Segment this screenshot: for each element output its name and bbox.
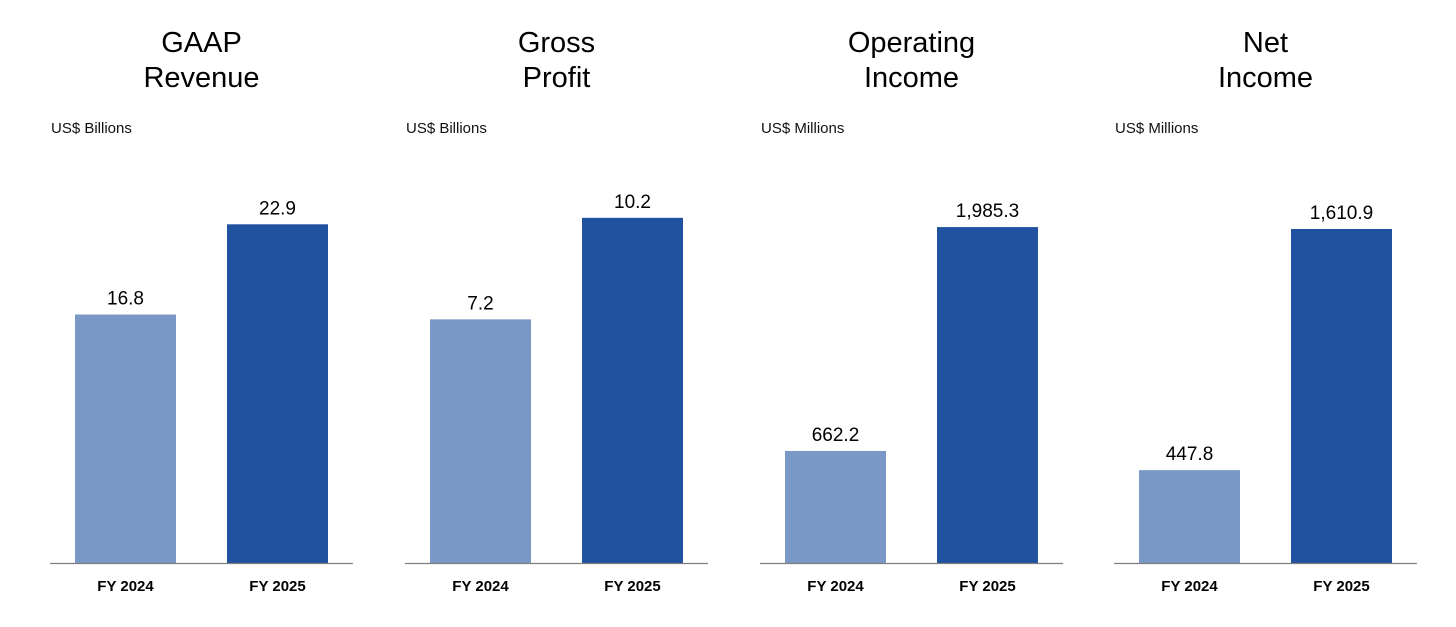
bar-fy-2024 xyxy=(75,314,176,563)
data-label: 7.2 xyxy=(467,293,493,314)
data-label: 10.2 xyxy=(614,192,651,213)
bar-fy-2024 xyxy=(430,319,531,563)
data-label: 662.2 xyxy=(812,425,860,446)
chart-title-line: Operating xyxy=(848,27,975,59)
data-label: 447.8 xyxy=(1166,444,1214,465)
data-label: 1,610.9 xyxy=(1310,203,1373,224)
unit-label: US$ Millions xyxy=(1115,120,1198,137)
data-label: 1,985.3 xyxy=(956,201,1019,222)
x-tick-label: FY 2025 xyxy=(959,578,1015,595)
chart-title-line: GAAP xyxy=(161,27,242,59)
x-tick-label: FY 2025 xyxy=(604,578,660,595)
chart-title-line: Income xyxy=(1218,62,1313,94)
chart-title-line: Net xyxy=(1243,27,1288,59)
unit-label: US$ Billions xyxy=(51,120,132,137)
unit-label: US$ Millions xyxy=(761,120,844,137)
chart-title-line: Income xyxy=(864,62,959,94)
x-tick-label: FY 2024 xyxy=(452,578,509,595)
bar-fy-2025 xyxy=(227,224,328,563)
bar-fy-2025 xyxy=(1291,228,1392,563)
chart-title-line: Profit xyxy=(523,62,591,94)
x-tick-label: FY 2025 xyxy=(1313,578,1369,595)
x-tick-label: FY 2024 xyxy=(1161,578,1218,595)
bar-fy-2025 xyxy=(582,217,683,563)
data-label: 22.9 xyxy=(259,198,296,219)
chart-title-line: Gross xyxy=(518,27,595,59)
x-tick-label: FY 2025 xyxy=(249,578,305,595)
x-tick-label: FY 2024 xyxy=(97,578,154,595)
x-tick-label: FY 2024 xyxy=(807,578,864,595)
bar-fy-2024 xyxy=(785,450,886,563)
data-label: 16.8 xyxy=(107,289,144,310)
bar-fy-2024 xyxy=(1139,470,1240,563)
chart-title-line: Revenue xyxy=(143,62,259,94)
bar-fy-2025 xyxy=(937,227,1038,564)
unit-label: US$ Billions xyxy=(406,120,487,137)
